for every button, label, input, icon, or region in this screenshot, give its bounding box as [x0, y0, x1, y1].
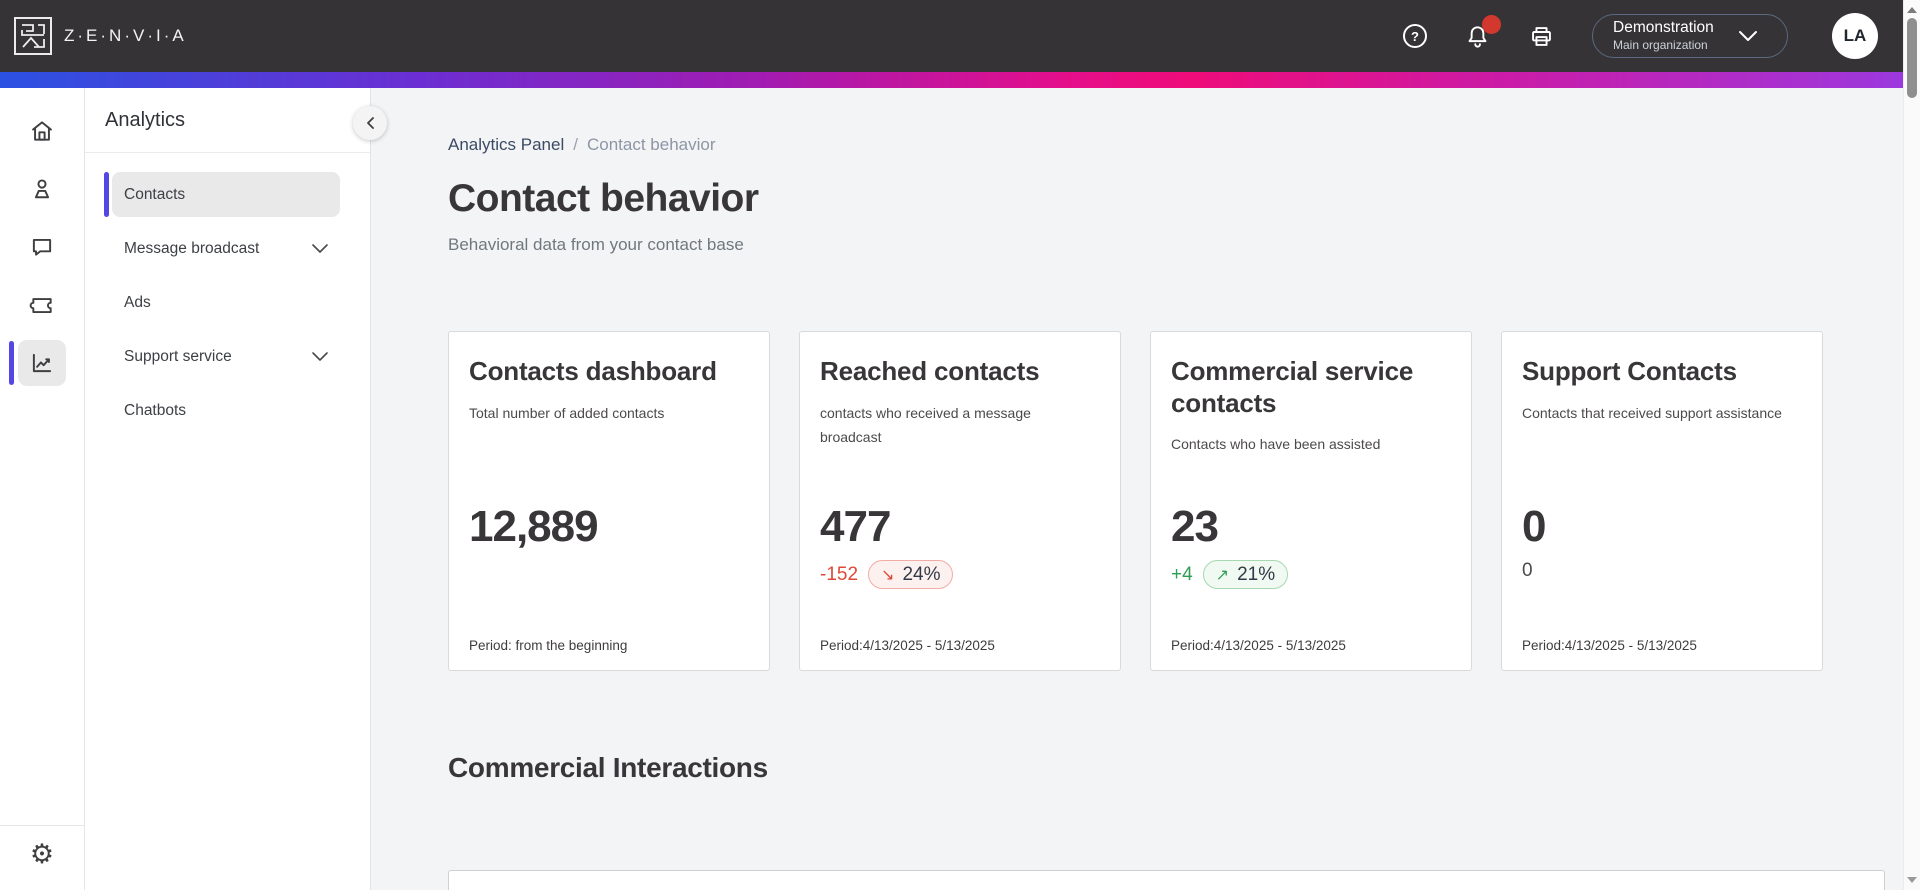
menu-item-label: Contacts [124, 185, 186, 203]
page-subtitle: Behavioral data from your contact base [448, 235, 744, 254]
page-title: Contact behavior [448, 177, 759, 220]
menu-item-chatbots[interactable]: Chatbots [112, 388, 340, 433]
card-value: 0 [1522, 502, 1547, 551]
delta-value: -152 [820, 563, 859, 585]
icon-rail: ⚙ [0, 88, 85, 890]
zenvia-logo-icon [13, 16, 53, 56]
delta-value: +4 [1171, 563, 1193, 585]
user-avatar[interactable]: LA [1832, 13, 1878, 59]
top-bar-actions: ? Demonstration Main organiz [1366, 13, 1878, 59]
menu-item-support-service[interactable]: Support service [112, 334, 340, 379]
notifications-button[interactable] [1464, 14, 1501, 50]
help-icon: ? [1403, 24, 1427, 48]
card-description: Total number of added contacts [469, 404, 665, 421]
scrollbar-thumb[interactable] [1907, 18, 1917, 98]
menu-item-label: Support service [124, 347, 232, 365]
menu-item-label: Ads [124, 293, 151, 311]
printer-icon [1532, 26, 1551, 46]
trend-up-icon: ↗ [1215, 566, 1230, 584]
chevron-down-icon [312, 352, 328, 361]
menu-item-label: Chatbots [124, 401, 187, 419]
card-delta-row: +4 ↗ 21% [1171, 560, 1289, 589]
scrollbar-up-arrow[interactable] [1907, 7, 1917, 13]
collapse-panel-button[interactable] [353, 106, 387, 140]
section-title-commercial-interactions: Commercial Interactions [448, 752, 768, 783]
card-delta-row: 0 [1522, 560, 1533, 582]
line-chart-icon [32, 353, 52, 373]
top-bar: Z·E·N·V·I·A ? Dem [0, 0, 1920, 72]
help-button[interactable]: ? [1403, 24, 1427, 48]
trend-percent: 24% [902, 563, 941, 585]
body: ⚙ Analytics Contacts Message broadcast [0, 88, 1920, 890]
breadcrumb-separator: / [573, 135, 578, 154]
card-value: 12,889 [469, 502, 599, 551]
breadcrumb: Analytics Panel / Contact behavior [448, 135, 1920, 155]
card-period: Period:4/13/2025 - 5/13/2025 [1522, 638, 1697, 653]
person-icon [34, 179, 50, 199]
brand-wordmark: Z·E·N·V·I·A [64, 26, 187, 45]
main-content: Analytics Panel / Contact behavior Conta… [371, 88, 1920, 890]
rail-footer: ⚙ [0, 825, 84, 890]
card-period: Period:4/13/2025 - 5/13/2025 [820, 638, 995, 653]
organization-name: Demonstration [1613, 19, 1714, 37]
menu-item-ads[interactable]: Ads [112, 280, 340, 325]
card-support-contacts: Support Contacts Contacts that received … [1501, 331, 1823, 671]
chevron-down-icon [1738, 30, 1758, 42]
card-description: Contacts who have been assisted [1171, 436, 1381, 453]
bell-icon [1468, 25, 1487, 48]
panel-header: Analytics [85, 88, 370, 153]
gear-icon[interactable]: ⚙ [29, 839, 55, 870]
card-value: 23 [1171, 502, 1219, 551]
sidebar-item-contacts[interactable] [18, 166, 66, 212]
card-description: contacts who received a message broadcas… [820, 404, 1031, 446]
panel-title: Analytics [105, 108, 186, 131]
trend-percent: 21% [1237, 563, 1276, 585]
menu-item-message-broadcast[interactable]: Message broadcast [112, 226, 340, 271]
card-commercial-service-contacts: Commercial service contacts Contacts who… [1150, 331, 1472, 671]
brand-gradient-bar [0, 72, 1920, 88]
organization-subtitle: Main organization [1613, 38, 1708, 53]
analytics-panel: Analytics Contacts Message broadcast Ads [85, 88, 387, 890]
card-title: Support Contacts [1522, 356, 1737, 386]
delta-value: 0 [1522, 560, 1533, 581]
scrollbar-down-arrow[interactable] [1907, 877, 1917, 883]
chat-bubble-icon [32, 238, 52, 256]
card-value: 477 [820, 502, 891, 551]
card-reached-contacts: Reached contacts contacts who received a… [799, 331, 1121, 671]
card-description: Contacts that received support assistanc… [1522, 404, 1782, 421]
card-title: Reached contacts [820, 356, 1040, 386]
chevron-down-icon [312, 244, 328, 253]
card-title: Contacts dashboard [469, 356, 717, 386]
ticket-icon [29, 298, 52, 314]
home-icon [32, 121, 52, 141]
trend-badge: ↗ 21% [1202, 560, 1289, 589]
sidebar-item-home[interactable] [18, 108, 66, 154]
card-contacts-dashboard: Contacts dashboard Total number of added… [448, 331, 770, 671]
breadcrumb-analytics-panel[interactable]: Analytics Panel [448, 135, 565, 154]
trend-badge: ↘ 24% [868, 560, 954, 589]
chevron-left-icon [366, 117, 374, 129]
card-delta-row: -152 ↘ 24% [820, 560, 954, 589]
sidebar-item-analytics[interactable] [9, 340, 66, 386]
commercial-interactions-card [448, 870, 1885, 890]
notification-badge [1482, 14, 1501, 34]
menu-item-contacts[interactable]: Contacts [104, 172, 340, 217]
page-scrollbar[interactable] [1903, 0, 1920, 890]
organization-switcher[interactable]: Demonstration Main organization [1592, 14, 1788, 58]
breadcrumb-current: Contact behavior [586, 135, 716, 154]
card-period: Period:4/13/2025 - 5/13/2025 [1171, 638, 1346, 653]
sidebar-item-conversations[interactable] [18, 224, 66, 270]
kpi-cards-row: Contacts dashboard Total number of added… [448, 331, 1920, 671]
card-period: Period: from the beginning [469, 638, 628, 653]
organization-labels: Demonstration Main organization [1613, 18, 1714, 54]
sidebar-item-ads[interactable] [18, 282, 66, 328]
menu-item-label: Message broadcast [124, 239, 260, 257]
trend-down-icon: ↘ [881, 566, 895, 584]
panel-menu: Contacts Message broadcast Ads Support s… [85, 153, 370, 433]
card-title: Commercial service contacts [1171, 356, 1414, 418]
print-button[interactable] [1528, 23, 1555, 50]
